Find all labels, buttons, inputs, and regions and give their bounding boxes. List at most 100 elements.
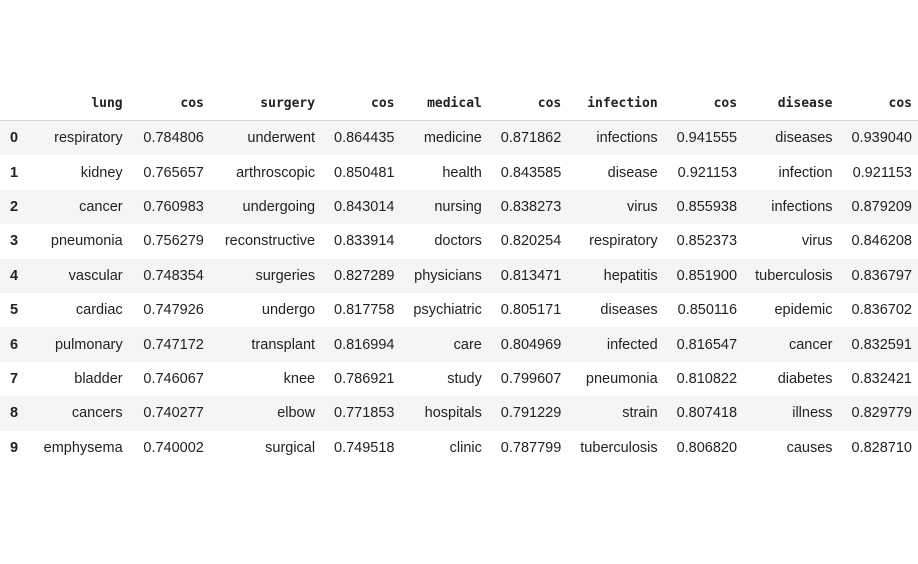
table-cell: 0.832421 [851,370,912,387]
table-cell: physicians [414,267,482,284]
table-cell: 0.748354 [143,267,204,284]
table-cell: 0.939040 [851,130,912,147]
table-cell: causes [786,439,833,456]
table-cell: infected [606,336,658,353]
table-cell: 0.832591 [851,336,912,353]
table-cell: strain [622,405,658,422]
table-cell: 0.836797 [851,267,912,284]
table-cell: pneumonia [50,233,123,250]
table-cell: 0.799607 [500,370,562,387]
table-cell: 0.804969 [500,336,562,353]
table-cell: 0.855938 [676,198,738,215]
table-row: 3 pneumonia 0.756279 reconstructive 0.83… [0,224,918,259]
table-cell: knee [283,370,316,387]
column-header-surgery: surgery [209,87,322,121]
row-index: 7 [10,370,19,387]
table-cell: medicine [423,130,482,147]
column-header-cos-4: cos [663,87,744,121]
table-cell: virus [801,233,833,250]
table-cell: 0.836702 [851,302,912,319]
table-cell: 0.843585 [500,164,562,181]
table-cell: 0.817758 [334,302,395,319]
row-index: 4 [10,267,19,284]
table-cell: 0.921153 [852,164,912,181]
table-cell: transplant [251,336,316,353]
table-cell: 0.791229 [500,405,562,422]
table-row: 2 cancer 0.760983 undergoing 0.843014 nu… [0,189,918,225]
table-row: 0 respiratory 0.784806 underwent 0.86443… [0,120,918,156]
table-cell: 0.850481 [334,164,395,181]
table-body: 0 respiratory 0.784806 underwent 0.86443… [0,120,918,465]
table-cell: hospitals [424,405,482,422]
table-cell: 0.851900 [676,267,738,284]
table-cell: 0.852373 [676,233,738,250]
table-cell: vascular [68,267,123,284]
table-row: 4 vascular 0.748354 surgeries 0.827289 p… [0,258,918,293]
table-cell: surgical [265,439,316,456]
table-cell: pneumonia [585,370,658,387]
table-cell: study [447,370,482,387]
table-cell: cancer [79,198,123,215]
table-cell: infections [771,198,833,215]
table-cell: illness [792,405,833,422]
table-cell: cancers [71,405,123,422]
column-header-infection: infection [567,87,664,121]
table-cell: 0.749518 [334,439,395,456]
table-cell: cardiac [75,302,123,319]
row-index: 9 [10,439,19,456]
table-cell: 0.941555 [676,130,738,147]
column-header-cos-3: cos [487,87,568,121]
table-cell: surgeries [255,267,316,284]
table-cell: undergo [261,302,316,319]
table-cell: 0.921153 [677,164,738,181]
row-index: 3 [10,233,19,250]
table-cell: 0.740002 [143,439,204,456]
table-cell: undergoing [242,198,316,215]
table-cell: 0.765657 [143,164,204,181]
table-cell: infections [596,130,658,147]
table-cell: reconstructive [224,233,316,250]
index-header [0,87,26,121]
table-row: 5 cardiac 0.747926 undergo 0.817758 psyc… [0,292,918,328]
table-row: 8 cancers 0.740277 elbow 0.771853 hospit… [0,396,918,431]
row-index: 0 [10,130,19,147]
table-cell: hepatitis [603,267,658,284]
column-header-disease: disease [743,87,839,121]
table-cell: virus [627,198,658,215]
table-cell: 0.843014 [334,198,395,215]
column-header-cos-5: cos [838,87,918,121]
table-cell: nursing [434,198,482,215]
table-cell: 0.829779 [851,405,912,422]
table-cell: 0.807418 [676,405,738,422]
table-cell: care [453,336,482,353]
table-cell: 0.787799 [500,439,562,456]
table-cell: 0.838273 [500,198,562,215]
table-cell: 0.786921 [334,370,395,387]
table-cell: 0.746067 [143,370,204,387]
table-cell: psychiatric [413,302,482,319]
column-header-lung: lung [25,87,129,121]
table-cell: 0.806820 [676,439,738,456]
table-header: lung cos surgery cos medical cos infecti… [0,87,918,121]
row-index: 8 [10,405,19,422]
table-row: 1 kidney 0.765657 arthroscopic 0.850481 … [0,155,918,190]
table-cell: bladder [74,370,123,387]
table-cell: 0.850116 [677,302,738,319]
table-cell: 0.871862 [500,130,562,147]
table-cell: 0.760983 [143,198,204,215]
table-cell: underwent [247,130,316,147]
table-cell: cancer [788,336,833,353]
table-cell: 0.813471 [500,267,562,284]
table-cell: 0.827289 [334,267,395,284]
row-index: 5 [10,302,19,319]
table-cell: tuberculosis [755,267,833,284]
table-cell: 0.747926 [143,302,204,319]
table-cell: 0.820254 [500,233,562,250]
table-cell: 0.756279 [143,233,204,250]
column-header-cos-2: cos [321,87,401,121]
table-cell: 0.771853 [334,405,395,422]
table-cell: doctors [434,233,482,250]
dataframe-table: lung cos surgery cos medical cos infecti… [0,87,918,465]
table-cell: health [442,164,482,181]
